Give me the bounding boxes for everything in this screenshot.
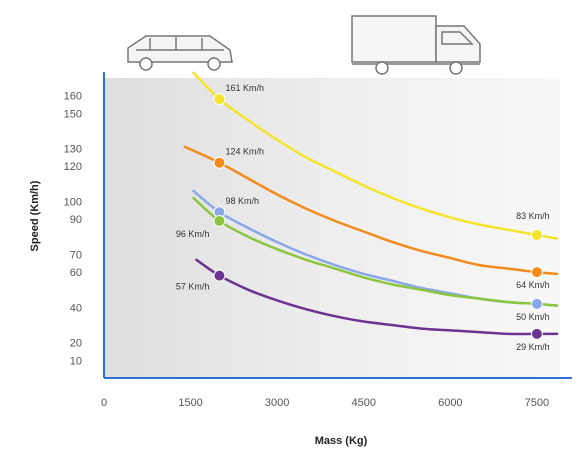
data-label: 98 Km/h [225,196,259,206]
y-tick-label: 160 [64,91,82,103]
y-tick-label: 60 [70,267,82,279]
y-tick-label: 150 [64,108,82,120]
y-axis-label: Speed (Km/h) [29,180,41,251]
x-tick-label: 4500 [352,397,376,409]
data-point [213,214,226,227]
y-tick-label: 100 [64,197,82,209]
data-point [530,297,543,310]
data-label: 161 Km/h [225,83,264,93]
series-line-4 [195,258,559,336]
data-point [530,229,543,242]
data-label: 57 Km/h [176,282,210,292]
x-tick-label: 1500 [178,397,202,409]
y-tick-label: 90 [70,214,82,226]
x-axis-label: Mass (Kg) [315,435,368,447]
data-label: 83 Km/h [516,211,550,221]
data-point [213,156,226,169]
x-tick-label: 6000 [438,397,462,409]
data-label: 50 Km/h [516,312,550,322]
data-point [213,269,226,282]
y-tick-label: 70 [70,249,82,261]
y-tick-labels: 10 20 40 60 70 90 100 120 130 150 160 [64,91,82,368]
data-label: 96 Km/h [176,229,210,239]
x-tick-label: 7500 [525,397,549,409]
y-tick-label: 20 [70,338,82,350]
series-lines [183,71,559,336]
series-line-3 [192,196,559,307]
data-label: 29 Km/h [516,342,550,352]
series-markers: 161 Km/h 83 Km/h 124 Km/h 64 Km/h 98 Km/h 50 … [176,83,550,352]
y-tick-label: 10 [70,355,82,367]
series-line-0 [192,71,559,240]
y-tick-label: 130 [64,144,82,156]
truck-icon [351,15,481,75]
data-point [530,327,543,340]
data-point [213,93,226,106]
car-icon [127,35,233,71]
data-point [530,266,543,279]
x-tick-label: 0 [101,397,107,409]
y-tick-label: 120 [64,161,82,173]
y-tick-label: 40 [70,302,82,314]
plot-background [104,78,560,378]
x-tick-label: 3000 [265,397,289,409]
series-line-1 [183,145,559,276]
x-tick-labels: 0 1500 3000 4500 6000 7500 [101,397,549,409]
data-label: 124 Km/h [225,147,264,157]
data-label: 64 Km/h [516,280,550,290]
